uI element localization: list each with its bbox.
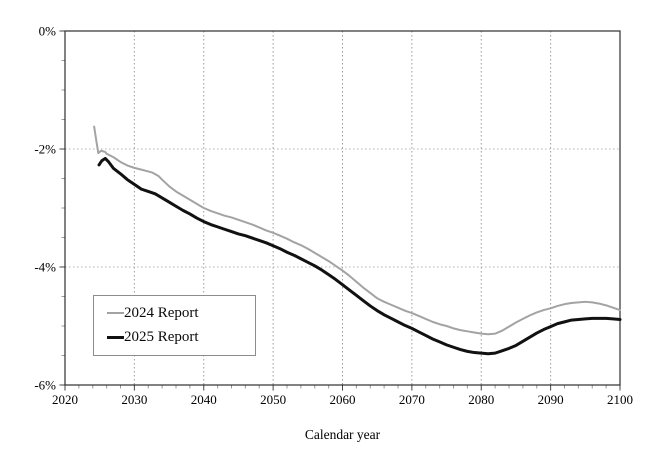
svg-text:2070: 2070 — [399, 392, 425, 407]
tick-labels: 2020 2030 2040 2050 2060 2070 2080 2090 2100 0% -2… — [34, 24, 633, 408]
svg-text:-4%: -4% — [34, 260, 56, 275]
svg-text:-2%: -2% — [34, 142, 56, 157]
svg-text:-6%: -6% — [34, 378, 56, 393]
legend: 2024 Report 2025 Report — [93, 295, 256, 356]
svg-text:2080: 2080 — [468, 392, 494, 407]
legend-line-swatch-2024 — [107, 312, 124, 315]
svg-text:2040: 2040 — [191, 392, 217, 407]
svg-text:2100: 2100 — [607, 392, 633, 407]
x-axis-title: Calendar year — [304, 427, 381, 442]
legend-item-2025-report: 2025 Report — [107, 330, 255, 345]
svg-text:0%: 0% — [39, 24, 57, 39]
legend-item-2024-report: 2024 Report — [107, 304, 255, 321]
legend-line-swatch-2025 — [107, 336, 124, 340]
plot-frame — [64, 30, 621, 386]
series-line-2025-report — [97, 156, 622, 356]
svg-text:2030: 2030 — [121, 392, 147, 407]
legend-label-2024: 2024 Report — [124, 304, 199, 321]
svg-text:2090: 2090 — [538, 392, 564, 407]
legend-label-2025: 2025 Report — [124, 329, 199, 346]
series-line-2024-report — [93, 125, 621, 336]
svg-text:2050: 2050 — [260, 392, 286, 407]
svg-text:2020: 2020 — [52, 392, 78, 407]
svg-text:2060: 2060 — [330, 392, 356, 407]
